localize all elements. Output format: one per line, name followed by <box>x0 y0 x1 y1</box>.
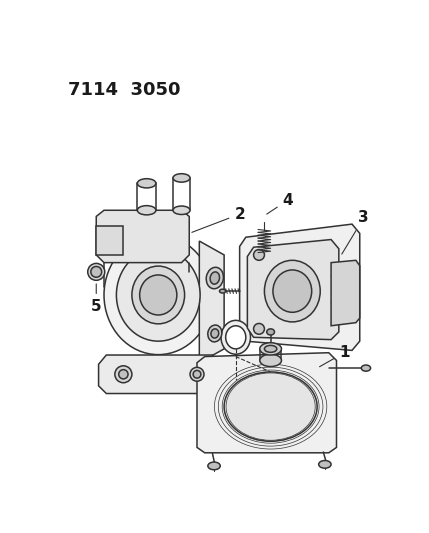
Ellipse shape <box>264 260 320 322</box>
Polygon shape <box>331 260 360 326</box>
Ellipse shape <box>221 320 251 354</box>
Text: 3: 3 <box>342 211 369 254</box>
Ellipse shape <box>267 329 275 335</box>
Ellipse shape <box>211 329 219 338</box>
Polygon shape <box>197 353 336 453</box>
Ellipse shape <box>88 263 105 280</box>
Ellipse shape <box>173 174 190 182</box>
Polygon shape <box>199 241 224 363</box>
Ellipse shape <box>254 249 264 260</box>
Ellipse shape <box>104 235 212 354</box>
Ellipse shape <box>137 206 156 215</box>
Text: 7114  3050: 7114 3050 <box>68 81 180 99</box>
Ellipse shape <box>254 324 264 334</box>
Ellipse shape <box>140 275 177 315</box>
Text: 2: 2 <box>192 207 245 232</box>
Ellipse shape <box>190 367 204 381</box>
Ellipse shape <box>208 462 220 470</box>
Polygon shape <box>99 355 220 393</box>
Text: 4: 4 <box>267 193 293 214</box>
Polygon shape <box>96 225 124 255</box>
Ellipse shape <box>208 325 222 342</box>
Ellipse shape <box>273 270 312 312</box>
Ellipse shape <box>224 372 317 441</box>
Ellipse shape <box>361 365 371 371</box>
Ellipse shape <box>193 370 201 378</box>
Ellipse shape <box>220 289 226 293</box>
Ellipse shape <box>132 266 184 324</box>
Ellipse shape <box>260 343 281 355</box>
Ellipse shape <box>319 461 331 468</box>
Ellipse shape <box>226 326 246 349</box>
Ellipse shape <box>206 268 224 289</box>
Text: 5: 5 <box>91 284 102 314</box>
Ellipse shape <box>119 370 128 379</box>
Polygon shape <box>240 224 360 350</box>
Ellipse shape <box>264 345 277 352</box>
Ellipse shape <box>116 249 200 341</box>
Ellipse shape <box>210 272 220 284</box>
Ellipse shape <box>137 179 156 188</box>
Polygon shape <box>248 239 339 340</box>
Ellipse shape <box>115 366 132 383</box>
Ellipse shape <box>173 206 190 214</box>
Text: 1: 1 <box>320 345 350 367</box>
Ellipse shape <box>260 354 281 367</box>
Polygon shape <box>96 210 189 263</box>
Ellipse shape <box>91 266 102 277</box>
